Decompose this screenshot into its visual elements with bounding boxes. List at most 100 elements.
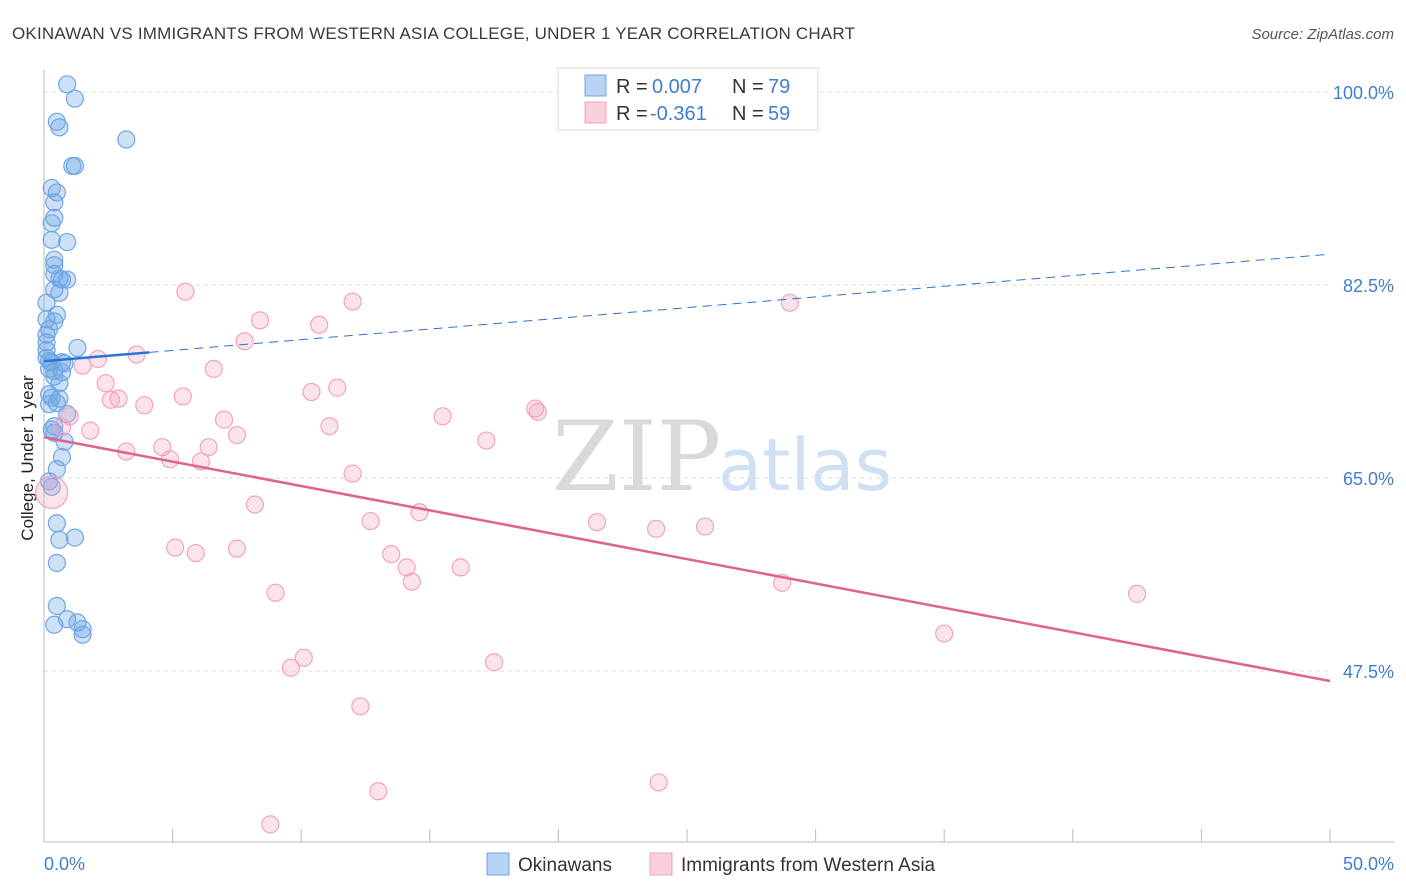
western-asia-point-23 [214, 410, 234, 429]
legend-n-label-2: N = [732, 103, 764, 125]
bottom-legend-swatch-okinawans [486, 852, 510, 876]
okinawans-point-14 [45, 250, 64, 269]
okinawans-point-57 [50, 530, 69, 549]
okinawans-point-12 [58, 232, 77, 252]
legend-n-value-2: 59 [768, 103, 790, 125]
western-asia-point-54 [351, 697, 370, 716]
okinawans-point-47 [45, 417, 64, 436]
western-asia-point-49 [1127, 584, 1147, 603]
okinawans-trend-solid [43, 351, 150, 363]
western-asia-point-53 [281, 658, 301, 677]
western-asia-point-2 [343, 292, 362, 311]
axes [43, 70, 1394, 843]
y-tick-labels: 100.0% 82.5% 65.0% 47.5% [1333, 83, 1394, 682]
western-asia-point-48 [266, 583, 285, 602]
y-tick-label-2: 65.0% [1343, 469, 1394, 489]
western-asia-point-41 [227, 539, 246, 558]
gridlines [44, 91, 1330, 672]
western-asia-point-26 [227, 425, 246, 445]
x-tick-label-0: 0.0% [44, 854, 85, 874]
okinawans-point-59 [47, 596, 66, 616]
western-asia-point-36 [361, 511, 380, 531]
legend-r-label-2: R = [616, 103, 648, 125]
legend-n-value-1: 79 [768, 76, 790, 98]
western-asia-point-27 [477, 431, 496, 450]
okinawans-point-18 [52, 270, 72, 289]
western-asia-point-22 [52, 418, 72, 437]
okinawans-point-9 [45, 193, 64, 212]
western-asia-point-4 [250, 311, 270, 330]
bottom-legend-western-asia: Immigrants from Western Asia [681, 855, 936, 876]
western-asia-point-38 [647, 519, 666, 538]
western-asia-point-6 [235, 332, 254, 351]
western-asia-point-16 [101, 390, 120, 409]
western-asia-point-13 [302, 382, 321, 402]
western-asia-point-37 [587, 513, 607, 532]
legend-r-value-1: 0.007 [652, 76, 702, 98]
western-asia-point-43 [382, 545, 401, 564]
western-asia-point-19 [528, 402, 547, 421]
okinawans-point-56 [65, 528, 84, 547]
okinawans-point-29 [68, 338, 87, 358]
okinawans-point-21 [50, 283, 69, 302]
watermark-zip: ZIP [552, 401, 721, 513]
okinawans-point-62 [73, 620, 92, 639]
bottom-legend-swatch-western-asia [649, 852, 673, 876]
okinawans-point-63 [45, 615, 64, 634]
okinawans-point-55 [47, 514, 66, 533]
x-tick-label-1: 50.0% [1343, 854, 1394, 874]
stats-legend: R = 0.007 N = 79 R = -0.361 N = 59 [557, 67, 819, 131]
western-asia-point-29 [199, 438, 218, 457]
western-asia-point-33 [343, 464, 362, 483]
chart-source: Source: ZipAtlas.com [1251, 26, 1394, 43]
y-axis-label: College, Under 1 year [18, 375, 37, 541]
legend-swatch-okinawans [584, 74, 607, 97]
okinawans-point-58 [47, 553, 66, 573]
western-asia-points [35, 282, 1147, 834]
western-asia-point-51 [294, 648, 313, 667]
okinawans-trend-dashed [149, 253, 1331, 353]
western-asia-point-56 [649, 773, 668, 792]
okinawans-point-6 [65, 156, 84, 176]
western-asia-point-44 [397, 558, 416, 577]
okinawans-point-3 [50, 118, 69, 137]
western-asia-point-50 [935, 624, 954, 643]
western-asia-point-0 [35, 475, 69, 509]
western-asia-point-17 [135, 396, 154, 415]
western-asia-point-8 [88, 349, 108, 369]
western-asia-point-39 [695, 517, 715, 536]
okinawans-point-1 [65, 89, 84, 108]
chart-title: OKINAWAN VS IMMIGRANTS FROM WESTERN ASIA… [12, 24, 855, 43]
x-tick-labels: 0.0% 50.0% [44, 854, 1394, 874]
western-asia-point-11 [96, 374, 115, 393]
western-asia-point-12 [328, 378, 347, 397]
okinawans-point-64 [73, 625, 92, 644]
legend-r-label-1: R = [616, 76, 648, 98]
western-asia-point-5 [310, 315, 329, 334]
okinawans-point-54 [42, 477, 61, 496]
western-asia-point-25 [81, 421, 100, 440]
legend-swatch-western-asia [584, 101, 607, 124]
okinawans-point-4 [117, 130, 136, 149]
bottom-legend: Okinawans Immigrants from Western Asia [486, 852, 936, 876]
western-asia-point-34 [245, 495, 265, 514]
western-asia-point-45 [451, 558, 470, 577]
western-asia-point-55 [369, 782, 388, 801]
western-asia-point-46 [402, 572, 421, 591]
western-asia-point-10 [204, 359, 223, 378]
y-tick-label-1: 82.5% [1343, 276, 1394, 296]
western-asia-point-18 [526, 399, 545, 418]
western-asia-point-24 [320, 417, 339, 436]
western-asia-point-57 [261, 815, 280, 834]
okinawans-point-0 [58, 75, 77, 94]
okinawans-point-44 [40, 395, 59, 414]
western-asia-point-1 [176, 282, 195, 301]
watermark: ZIP atlas [552, 401, 892, 513]
western-asia-point-20 [433, 407, 452, 426]
western-asia-point-15 [109, 389, 128, 408]
bottom-legend-okinawans: Okinawans [518, 855, 612, 876]
y-tick-label-3: 47.5% [1343, 662, 1394, 682]
legend-n-label-1: N = [732, 76, 764, 98]
okinawans-point-28 [37, 333, 56, 352]
